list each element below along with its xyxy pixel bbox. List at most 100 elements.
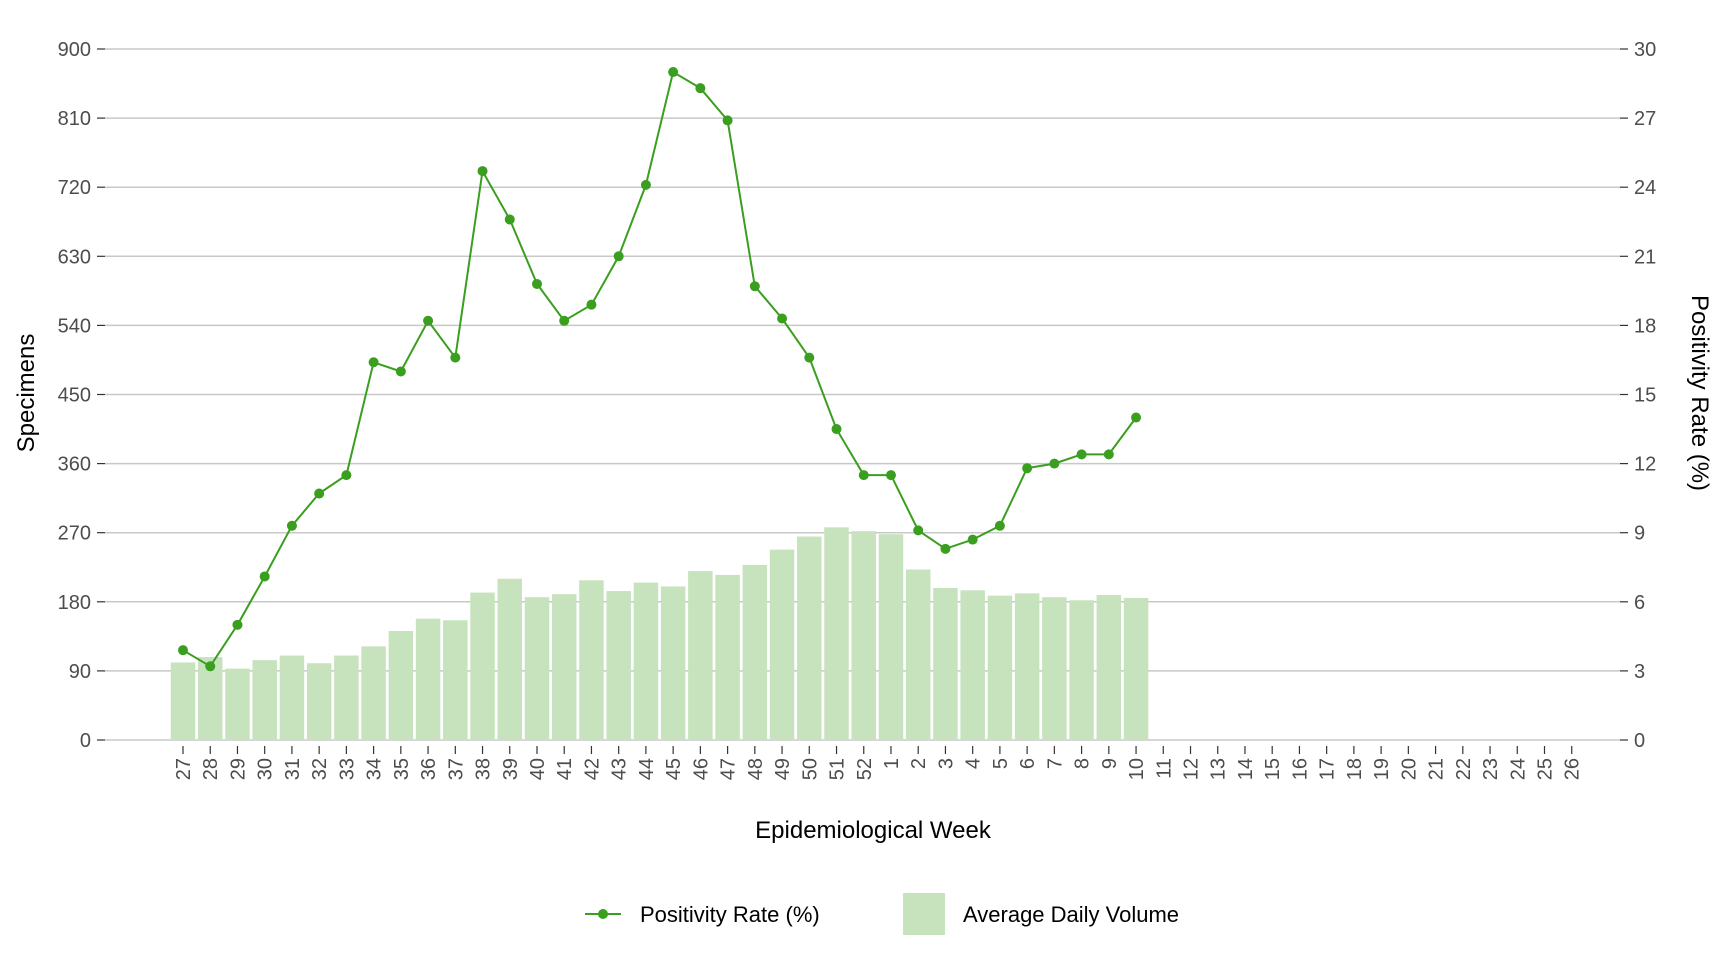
y-right-tick-label: 15 [1634,385,1656,407]
legend-label-volume: Average Daily Volume [963,902,1179,927]
positivity-point [504,214,515,225]
volume-bar [851,531,876,740]
x-tick-label: 40 [527,758,549,780]
volume-bar [1042,597,1067,740]
x-tick-label: 35 [391,758,413,780]
x-tick-label: 41 [554,758,576,780]
y-right-tick-label: 9 [1634,523,1645,545]
x-tick-label: 37 [445,758,467,780]
positivity-point [613,251,624,262]
positivity-point [640,179,651,190]
y-right-tick-label: 0 [1634,730,1645,752]
volume-bar [606,591,631,740]
positivity-point [695,83,706,94]
volume-bar [415,618,441,740]
x-tick-label: 26 [1562,758,1584,780]
x-tick-label: 25 [1535,758,1557,780]
x-tick-label: 20 [1398,758,1420,780]
volume-bar [306,663,332,740]
positivity-point [804,352,815,363]
y-left-tick-label: 810 [58,108,91,130]
y-left-axis: 0 90 180 270 360 450 540 630 720 810 900 [58,39,105,752]
positivity-line [182,70,1137,668]
positivity-point [858,470,869,481]
y-right-tick-label: 6 [1634,592,1645,614]
x-tick-label: 10 [1126,758,1148,780]
x-tick-label: 9 [1099,758,1121,769]
y-left-tick-label: 720 [58,177,91,199]
positivity-point [1022,463,1033,474]
volume-bar [1069,600,1094,740]
y-right-axis-title: Positivity Rate (%) [1686,295,1713,491]
legend-point-swatch [598,909,608,919]
volume-bar [960,590,985,740]
x-tick-label: 23 [1480,758,1502,780]
x-tick-label: 39 [500,758,522,780]
positivity-point [1131,412,1142,423]
x-tick-label: 15 [1262,758,1284,780]
x-tick-label: 27 [173,758,195,780]
x-tick-label: 44 [636,758,658,780]
positivity-point [341,470,352,481]
volume-bar [252,660,277,740]
positivity-point [1103,449,1114,460]
x-tick-label: 49 [772,758,794,780]
x-tick-label: 16 [1289,758,1311,780]
positivity-point [831,424,842,435]
x-tick-label: 52 [854,758,876,780]
positivity-point [477,166,488,177]
x-tick-label: 28 [200,758,222,780]
volume-bar [769,549,795,740]
volume-bar [933,587,958,740]
x-tick-label: 12 [1181,758,1203,780]
x-axis: 27 28 29 30 31 32 33 34 35 36 37 38 39 40 41 42 43 44 45 46… [173,746,1584,780]
volume-bar [742,564,768,740]
positivity-point [259,571,270,582]
y-right-tick-label: 24 [1634,177,1656,199]
volume-bar [443,620,468,740]
volume-bar [579,580,604,740]
x-tick-label: 47 [718,758,740,780]
volume-bar [361,646,386,740]
x-tick-label: 43 [609,758,631,780]
x-tick-label: 14 [1235,758,1257,780]
legend-item-positivity: Positivity Rate (%) [585,902,820,927]
y-left-tick-label: 630 [58,246,91,268]
volume-bar [1014,593,1040,740]
x-tick-label: 46 [690,758,712,780]
positivity-point [1049,458,1060,469]
x-tick-label: 5 [990,758,1012,769]
positivity-point [368,357,379,368]
x-tick-label: 36 [418,758,440,780]
x-tick-label: 29 [227,758,249,780]
positivity-point [722,115,733,126]
volume-bar [334,655,359,740]
volume-bar [715,574,740,740]
x-tick-label: 42 [581,758,603,780]
y-left-tick-label: 90 [69,661,91,683]
x-tick-label: 3 [935,758,957,769]
volume-bar [905,569,931,740]
x-tick-label: 8 [1072,758,1094,769]
volume-bar [497,578,523,740]
x-axis-title: Epidemiological Week [755,817,992,844]
positivity-point [232,619,243,630]
x-tick-label: 30 [255,758,277,780]
volume-bar [688,571,713,740]
y-left-tick-label: 360 [58,454,91,476]
y-right-tick-label: 12 [1634,454,1656,476]
positivity-point [205,661,216,672]
volume-bar [225,668,250,740]
x-tick-label: 38 [473,758,495,780]
x-tick-label: 32 [309,758,331,780]
y-right-tick-label: 18 [1634,315,1656,337]
positivity-point [531,278,542,289]
volume-bar [279,655,305,740]
x-tick-label: 13 [1208,758,1230,780]
y-right-axis: 0 3 6 9 12 15 18 21 24 27 30 [1620,39,1656,752]
x-tick-label: 1 [881,758,903,769]
positivity-point [559,315,570,326]
positivity-point [423,315,434,326]
positivity-point [1076,449,1087,460]
